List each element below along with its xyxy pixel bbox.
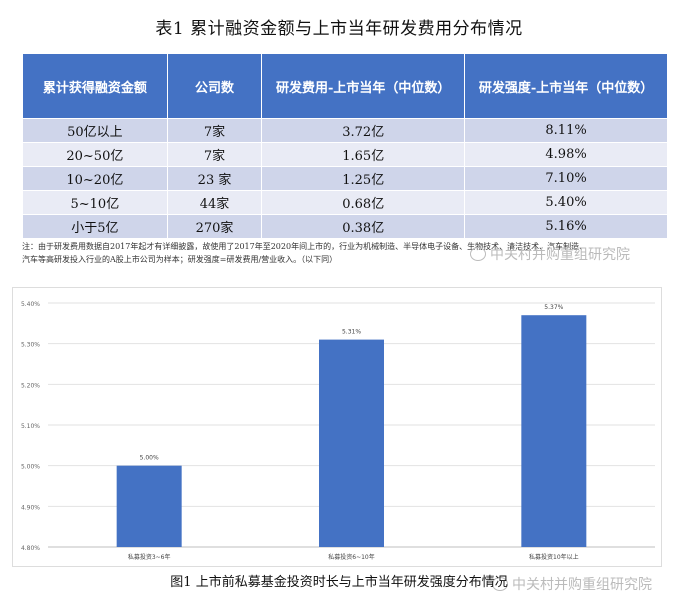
table-cell: 1.25亿 [261,166,466,191]
bar-chart: 5.40% 5.30% 5.20% 5.10% 5.00% 4.90% 4.80% 5.00%… [21,301,655,561]
table-cell: 8.11% [464,118,668,143]
table-cell: 5~10亿 [22,190,168,215]
table-cell: 44家 [166,190,263,215]
x-tick-label: 私募投资10年以上 [529,553,579,561]
table-cell: 50亿以上 [22,118,168,143]
table-cell: 270家 [166,214,263,239]
table-cell: 23 家 [166,166,263,191]
wechat-icon [470,247,486,261]
table-cell: 10~20亿 [22,166,168,191]
wechat-icon [492,577,508,591]
table-title: 表1 累计融资金额与上市当年研发费用分布情况 [155,19,523,39]
x-tick-label: 私募投资3~6年 [128,553,171,561]
table-row: 5~10亿 44家 0.68亿 5.40% [22,190,668,215]
table-cell: 1.65亿 [261,142,466,167]
header-cell: 公司数 [166,53,263,119]
table-row: 50亿以上 7家 3.72亿 8.11% [22,118,668,143]
y-tick-label: 5.10% [21,423,40,430]
table-cell: 7家 [166,118,263,143]
table-note: 注：由于研发费用数据自2017年起才有详细披露，故使用了2017年至2020年间… [22,240,662,266]
bar [521,315,587,547]
table-cell: 7.10% [464,166,668,191]
watermark-text: 中关村并购重组研究院 [490,247,630,263]
table-header-row: 累计获得融资金额 公司数 研发费用-上市当年（中位数） 研发强度-上市当年（中位… [22,53,668,119]
y-tick-label: 5.30% [21,342,40,349]
financing-table: 累计获得融资金额 公司数 研发费用-上市当年（中位数） 研发强度-上市当年（中位… [22,53,668,239]
bar [116,465,182,547]
table-row: 20~50亿 7家 1.65亿 4.98% [22,142,668,167]
bar [319,339,384,547]
table-cell: 4.98% [464,142,668,167]
table-row: 10~20亿 23 家 1.25亿 7.10% [22,166,668,191]
header-cell: 累计获得融资金额 [22,53,168,119]
y-tick-label: 4.80% [21,545,40,552]
chart-caption: 图1 上市前私募基金投资时长与上市当年研发强度分布情况 [170,575,508,590]
y-tick-label: 5.00% [21,464,40,471]
y-tick-label: 4.90% [21,504,40,511]
y-tick-label: 5.20% [21,382,40,389]
table-cell: 小于5亿 [22,214,168,239]
header-cell: 研发费用-上市当年（中位数） [261,53,466,119]
table-row: 小于5亿 270家 0.38亿 5.16% [22,214,668,239]
table-cell: 20~50亿 [22,142,168,167]
header-cell: 研发强度-上市当年（中位数） [464,53,668,119]
table-cell: 0.38亿 [261,214,466,239]
watermark: 中关村并购重组研究院 [470,244,630,264]
y-tick-label: 5.40% [21,301,40,308]
table-cell: 7家 [166,142,263,167]
table-cell: 5.16% [464,214,668,239]
watermark: 中关村并购重组研究院 [492,574,652,594]
x-tick-label: 私募投资6~10年 [328,553,374,561]
table-cell: 0.68亿 [261,190,466,215]
table-note-line: 汽车等高研发投入行业的A股上市公司为样本；研发强度=研发费用/营业收入。（以下同… [22,255,338,264]
watermark-text: 中关村并购重组研究院 [512,577,652,593]
table-cell: 3.72亿 [261,118,466,143]
data-label: 5.37% [544,304,563,311]
chart-frame: 5.40% 5.30% 5.20% 5.10% 5.00% 4.90% 4.80% 5.00%… [12,287,662,567]
data-label: 5.00% [140,455,159,462]
table-note-line: 注：由于研发费用数据自2017年起才有详细披露，故使用了2017年至2020年间… [22,242,588,251]
data-label: 5.31% [342,329,361,336]
table-cell: 5.40% [464,190,668,215]
